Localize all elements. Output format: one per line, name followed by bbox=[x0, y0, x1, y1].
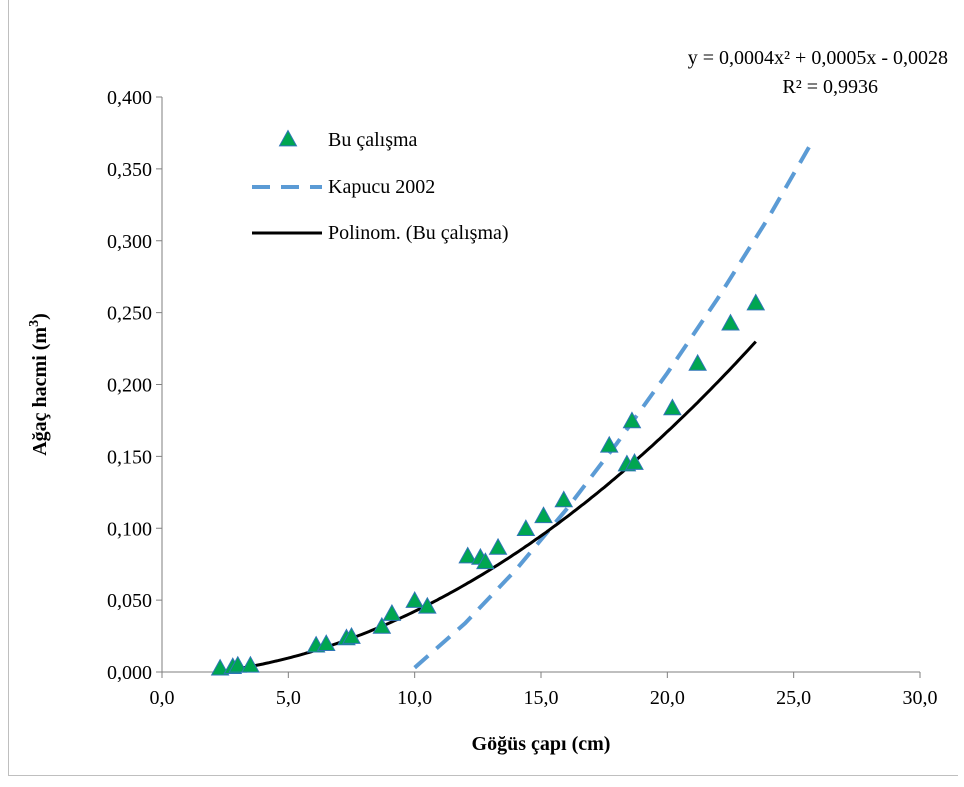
series-layer bbox=[210, 137, 816, 676]
series-polynomial-trendline bbox=[219, 340, 757, 673]
legend-item-kapucu-2002: Kapucu 2002 bbox=[252, 176, 435, 198]
data-point bbox=[458, 546, 478, 564]
chart-frame bbox=[8, 0, 958, 776]
legend-item-polinom: Polinom. (Bu çalışma) bbox=[252, 222, 509, 244]
x-tick-label: 25,0 bbox=[776, 687, 811, 709]
data-point bbox=[210, 658, 230, 676]
x-tick-label: 20,0 bbox=[650, 687, 685, 709]
data-point bbox=[688, 353, 708, 371]
y-tick-label: 0,200 bbox=[107, 375, 152, 397]
data-point bbox=[228, 655, 248, 673]
data-point bbox=[534, 506, 553, 524]
data-point bbox=[382, 603, 402, 621]
equation-text: y = 0,0004x² + 0,0005x - 0,0028 bbox=[688, 47, 948, 69]
trendline-equation: y = 0,0004x² + 0,0005x - 0,0028 R² = 0,9… bbox=[688, 47, 948, 98]
legend: Bu çalışma Kapucu 2002 Polinom. (Bu çalışm… bbox=[252, 129, 509, 244]
data-point bbox=[488, 537, 508, 555]
data-point bbox=[405, 591, 425, 608]
y-tick-label: 0,300 bbox=[107, 231, 152, 253]
y-tick-label: 0,150 bbox=[107, 446, 152, 468]
x-tick-label: 0,0 bbox=[150, 687, 175, 709]
y-tick-label: 0,350 bbox=[107, 159, 152, 181]
x-tick-label: 5,0 bbox=[276, 687, 301, 709]
legend-marker-triangle bbox=[278, 129, 298, 147]
x-tick-label: 30,0 bbox=[903, 687, 938, 709]
data-point bbox=[417, 596, 437, 614]
data-point bbox=[241, 655, 260, 673]
data-point bbox=[316, 634, 336, 652]
legend-label: Bu çalışma bbox=[328, 129, 418, 151]
data-point bbox=[721, 313, 740, 331]
y-tick-label: 0,050 bbox=[107, 590, 152, 612]
x-axis-title: Göğüs çapı (cm) bbox=[472, 733, 611, 755]
data-point bbox=[554, 490, 574, 508]
x-tick-label: 15,0 bbox=[524, 687, 559, 709]
data-point bbox=[516, 519, 536, 537]
data-point bbox=[342, 626, 361, 644]
x-ticks: 0,0 5,0 10,0 15,0 20,0 25,0 30,0 bbox=[150, 672, 938, 709]
series-kapucu-2002-line bbox=[413, 137, 816, 670]
y-tick-label: 0,250 bbox=[107, 303, 152, 325]
data-point bbox=[622, 411, 642, 429]
legend-label: Polinom. (Bu çalışma) bbox=[328, 222, 509, 244]
r-squared-text: R² = 0,9936 bbox=[782, 76, 878, 98]
axes bbox=[161, 97, 920, 673]
y-ticks: 0,000 0,050 0,100 0,150 0,200 0,250 0,300 0,350… bbox=[107, 87, 162, 684]
y-axis-title: Ağaç hacmi (m3) bbox=[27, 313, 51, 456]
data-point bbox=[476, 552, 495, 570]
data-point bbox=[625, 453, 644, 470]
x-tick-label: 10,0 bbox=[397, 687, 432, 709]
y-tick-label: 0,100 bbox=[107, 518, 152, 540]
data-point bbox=[663, 398, 682, 416]
legend-label: Kapucu 2002 bbox=[328, 176, 435, 198]
data-point bbox=[746, 293, 766, 311]
data-point bbox=[372, 616, 392, 634]
y-tick-label: 0,400 bbox=[107, 87, 152, 109]
y-tick-label: 0,000 bbox=[107, 662, 152, 684]
data-point bbox=[599, 435, 619, 453]
legend-item-bu-calisma: Bu çalışma bbox=[278, 129, 418, 151]
